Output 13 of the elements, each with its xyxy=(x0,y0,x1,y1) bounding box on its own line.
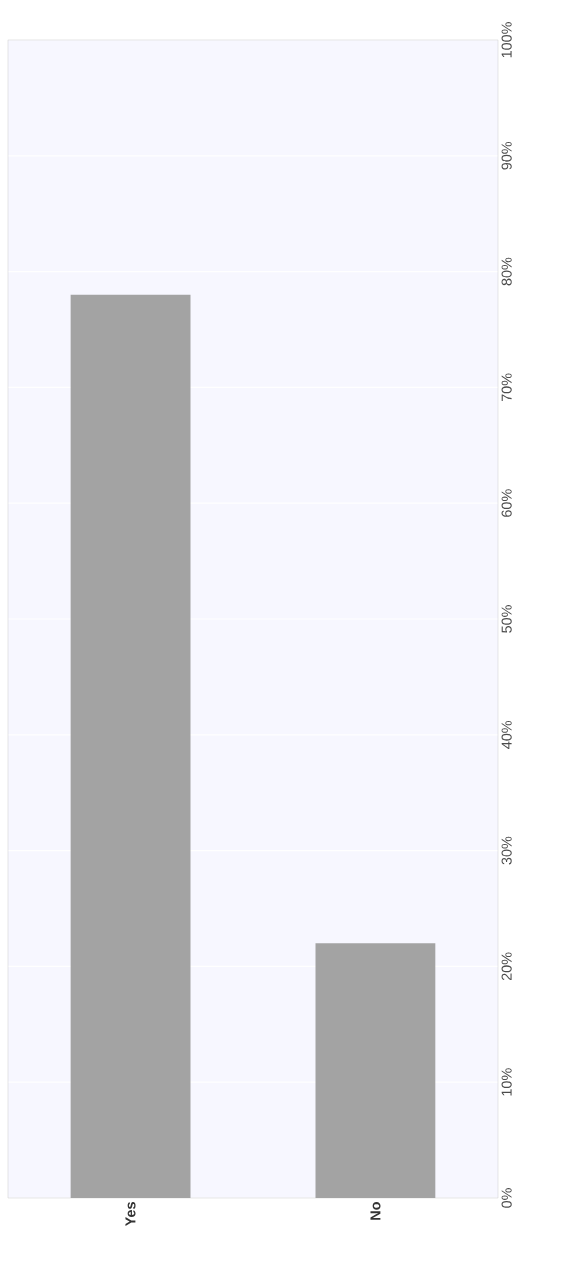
y-tick-label: 70% xyxy=(501,373,512,402)
x-tick-label: No xyxy=(370,1202,381,1220)
y-tick-label: 10% xyxy=(501,1068,512,1096)
y-tick-label: 90% xyxy=(501,141,512,170)
y-tick-label: 30% xyxy=(501,836,512,865)
x-tick-label: Yes xyxy=(125,1202,136,1227)
y-tick-label: 40% xyxy=(501,720,512,749)
y-tick-label: 0% xyxy=(501,1188,512,1208)
y-tick-label: 80% xyxy=(501,257,512,286)
y-tick-label: 50% xyxy=(501,605,512,633)
y-tick-label: 20% xyxy=(501,952,512,981)
y-tick-label: 100% xyxy=(501,22,512,58)
y-tick-label: 60% xyxy=(501,489,512,517)
